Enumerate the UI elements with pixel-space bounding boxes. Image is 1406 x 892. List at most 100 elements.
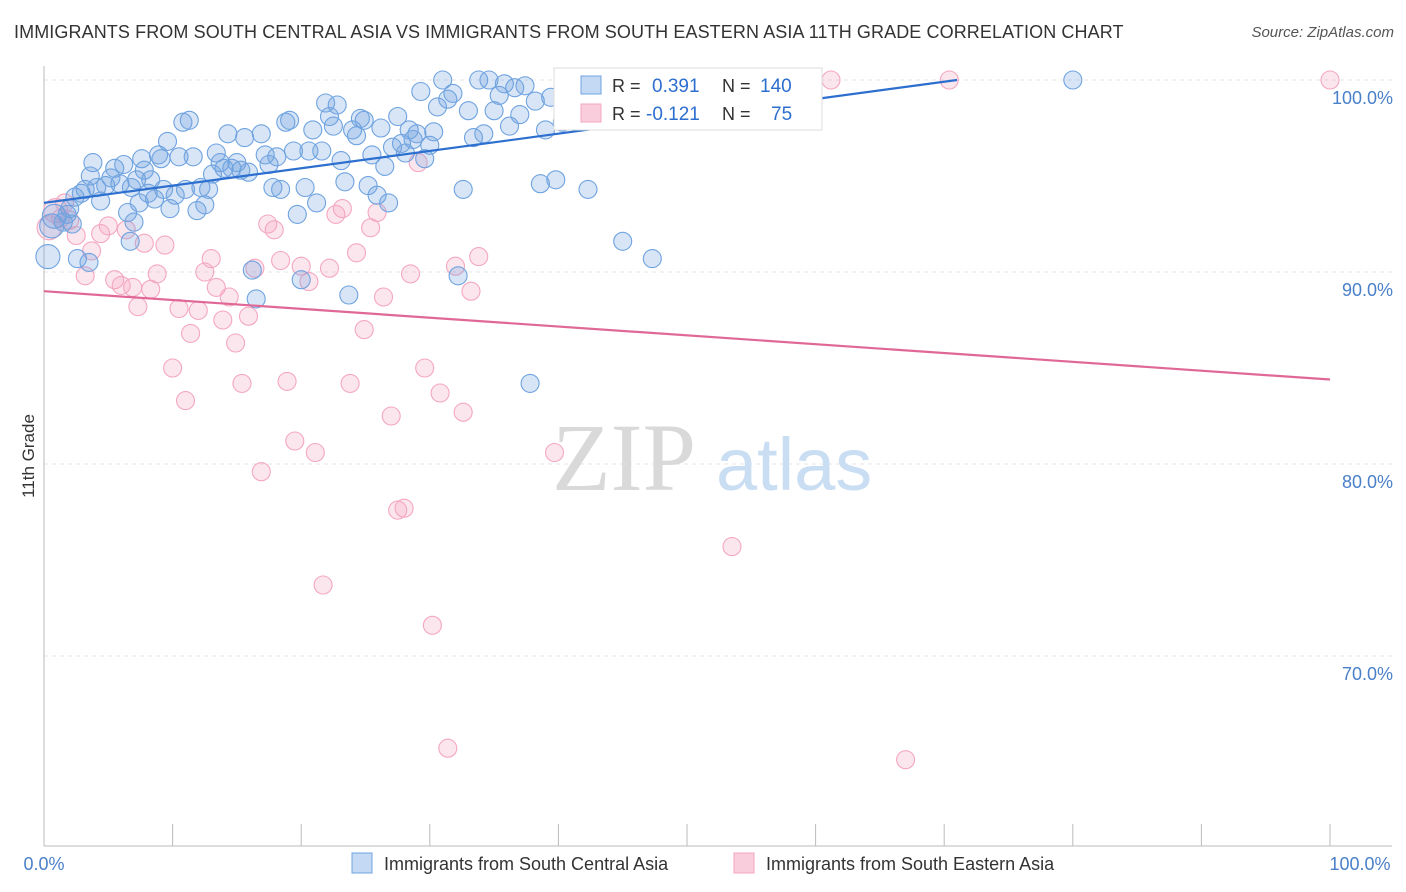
point-south-central-asia-97: [403, 129, 423, 150]
point-south-eastern-asia-20: [169, 298, 189, 319]
point-south-eastern-asia-41: [305, 442, 325, 463]
x-ticks: [43, 824, 1331, 846]
point-south-central-asia-23: [120, 231, 140, 251]
series-south-eastern-asia-points: [36, 70, 1340, 770]
point-south-central-asia-126: [546, 170, 566, 190]
point-south-central-asia-51: [218, 124, 238, 144]
point-south-central-asia-74: [312, 141, 332, 161]
point-south-central-asia-132: [1063, 70, 1083, 90]
point-south-eastern-asia-39: [291, 256, 311, 276]
legend-swatch-south-central-asia: [351, 852, 373, 874]
point-south-central-asia-64: [271, 179, 291, 199]
point-south-eastern-asia-13: [123, 277, 143, 297]
point-south-central-asia-78: [327, 95, 347, 115]
point-south-eastern-asia-28: [219, 287, 239, 307]
point-south-eastern-asia-60: [438, 738, 458, 758]
point-south-central-asia-59: [251, 124, 271, 144]
point-south-eastern-asia-62: [453, 402, 473, 422]
point-south-eastern-asia-31: [238, 306, 259, 326]
point-south-eastern-asia-45: [332, 199, 352, 219]
point-south-eastern-asia-30: [232, 373, 252, 393]
y-tick-label-0: 100.0%: [1332, 88, 1393, 108]
chart-title: IMMIGRANTS FROM SOUTH CENTRAL ASIA VS IM…: [14, 22, 1124, 42]
point-south-central-asia-80: [335, 172, 355, 192]
point-south-central-asia-113: [479, 70, 499, 90]
point-south-central-asia-63: [267, 147, 287, 167]
legend-swatch-south-eastern-asia: [733, 852, 755, 874]
point-south-central-asia-122: [525, 91, 545, 111]
series-legend: Immigrants from South Central Asia Immig…: [351, 852, 1055, 874]
point-south-eastern-asia-58: [422, 615, 442, 635]
y-axis-label: 11th Grade: [19, 414, 38, 498]
watermark-zip: ZIP: [552, 404, 696, 511]
point-south-central-asia-33: [151, 149, 171, 169]
point-south-eastern-asia-33: [251, 462, 271, 482]
point-south-central-asia-131: [642, 249, 662, 269]
point-south-central-asia-119: [510, 105, 530, 125]
point-south-central-asia-102: [424, 122, 444, 142]
y-tick-label-1: 90.0%: [1342, 280, 1393, 300]
point-south-central-asia-105: [438, 89, 458, 109]
stats-r-value-pink: -0.121: [646, 104, 700, 125]
point-south-central-asia-116: [494, 74, 514, 94]
point-south-central-asia-34: [154, 179, 174, 199]
stats-n-value-blue: 140: [760, 76, 792, 97]
point-south-eastern-asia-66: [722, 537, 742, 557]
point-south-central-asia-114: [484, 101, 504, 121]
point-south-central-asia-90: [375, 156, 395, 176]
point-south-eastern-asia-17: [147, 264, 167, 284]
point-south-central-asia-110: [463, 128, 484, 148]
point-south-central-asia-8: [67, 249, 87, 269]
point-south-central-asia-69: [291, 270, 311, 290]
point-south-central-asia-85: [354, 110, 374, 130]
point-south-central-asia-81: [339, 285, 359, 305]
point-south-central-asia-77: [323, 116, 343, 136]
stats-r-value-blue: 0.391: [652, 76, 700, 97]
stats-swatch-blue: [580, 75, 602, 95]
point-south-eastern-asia-54: [394, 498, 414, 518]
point-south-central-asia-103: [427, 97, 448, 117]
point-south-eastern-asia-15: [134, 233, 154, 253]
point-south-eastern-asia-9: [98, 216, 118, 236]
point-south-central-asia-68: [287, 204, 307, 224]
point-south-eastern-asia-11: [111, 275, 131, 295]
point-south-central-asia-120: [515, 76, 535, 96]
point-south-central-asia-107: [448, 266, 468, 286]
point-south-central-asia-56: [238, 162, 259, 182]
point-south-eastern-asia-19: [163, 358, 183, 378]
point-south-central-asia-49: [210, 153, 230, 173]
point-south-eastern-asia-63: [461, 281, 481, 301]
point-south-central-asia-108: [453, 179, 473, 199]
point-south-eastern-asia-35: [264, 220, 284, 240]
legend-label-south-central-asia: Immigrants from South Central Asia: [384, 854, 669, 874]
point-south-central-asia-43: [187, 201, 207, 221]
point-south-eastern-asia-5: [66, 225, 86, 246]
point-south-central-asia-76: [319, 106, 340, 127]
point-south-eastern-asia-32: [245, 258, 265, 278]
trend-line-south-eastern-asia: [43, 290, 1331, 381]
point-south-central-asia-6: [62, 214, 82, 234]
x-tick-label-right: 100.0%: [1329, 854, 1390, 874]
point-south-eastern-asia-21: [175, 391, 196, 411]
point-south-central-asia-24: [124, 212, 144, 232]
point-south-eastern-asia-64: [469, 247, 489, 267]
point-south-eastern-asia-25: [201, 249, 221, 269]
point-south-central-asia-106: [443, 83, 463, 103]
point-south-central-asia-57: [242, 260, 262, 280]
point-south-eastern-asia-42: [313, 575, 333, 595]
legend-label-south-eastern-asia: Immigrants from South Eastern Asia: [766, 854, 1055, 874]
point-south-eastern-asia-65: [544, 442, 565, 463]
point-south-central-asia-121: [520, 373, 540, 393]
stats-r-label-pink: R =: [612, 104, 641, 124]
point-south-central-asia-42: [183, 147, 203, 167]
point-south-central-asia-41: [179, 110, 199, 130]
point-south-eastern-asia-26: [206, 277, 226, 297]
point-south-central-asia-55: [235, 128, 255, 148]
y-tick-label-3: 70.0%: [1342, 664, 1393, 684]
point-south-central-asia-129: [578, 179, 598, 199]
point-south-central-asia-62: [263, 177, 283, 198]
watermark-atlas: atlas: [716, 423, 872, 506]
stats-legend: R = 0.391 N = 140 R = -0.121 N = 75: [553, 67, 823, 131]
point-south-central-asia-98: [407, 124, 427, 144]
point-south-central-asia-91: [379, 193, 399, 213]
